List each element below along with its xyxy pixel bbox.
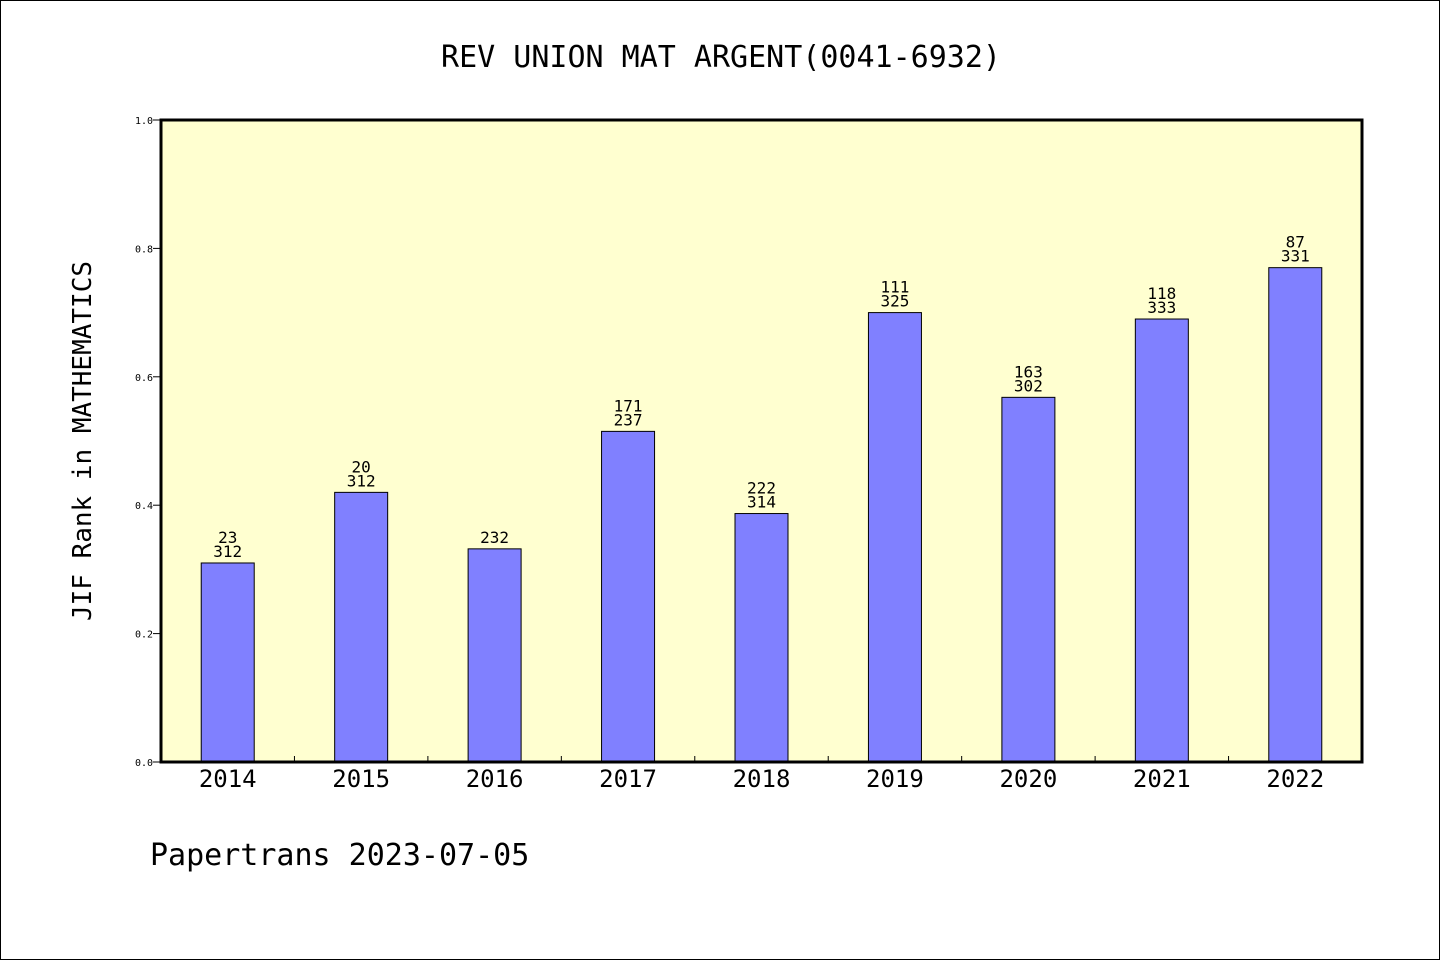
x-tick-label: 2016 xyxy=(466,765,524,793)
y-tick-label: 0.4 xyxy=(135,501,153,512)
y-tick-label: 1.0 xyxy=(135,116,153,127)
bar xyxy=(1134,318,1189,763)
bar-total-label: 312 xyxy=(213,542,242,561)
x-tick-label: 2014 xyxy=(199,765,257,793)
bar-rank-label: 118 xyxy=(1147,284,1176,303)
y-tick-label: 0.8 xyxy=(135,244,153,255)
x-tick-label: 2021 xyxy=(1133,765,1191,793)
bar-total-label: 331 xyxy=(1281,247,1310,266)
y-tick-label: 0.6 xyxy=(135,373,153,384)
x-tick-label: 2018 xyxy=(733,765,791,793)
bar-total-label: 232 xyxy=(480,528,509,547)
footer-credit: Papertrans 2023-07-05 xyxy=(150,838,529,873)
bar-rank-label: 20 xyxy=(352,457,371,476)
bar xyxy=(467,548,522,763)
y-tick-label: 0.0 xyxy=(135,758,153,769)
plot-border xyxy=(159,118,1364,764)
x-tick-label: 2015 xyxy=(332,765,390,793)
bar-rank-label: 87 xyxy=(1286,233,1305,252)
bar-total-label: 312 xyxy=(347,471,376,490)
bar xyxy=(1268,267,1323,763)
bar xyxy=(334,491,389,763)
bars xyxy=(200,267,1323,763)
bar xyxy=(734,513,789,763)
bar-rank-label: 222 xyxy=(747,479,776,498)
x-tick-label: 2019 xyxy=(866,765,924,793)
bar-labels: 3122331220232237171314222325111302163333… xyxy=(213,233,1309,561)
bar-total-label: 314 xyxy=(747,493,776,512)
x-tick-label: 2020 xyxy=(999,765,1057,793)
chart-title: REV UNION MAT ARGENT(0041-6932) xyxy=(441,40,1001,75)
x-tick-label: 2017 xyxy=(599,765,657,793)
bar xyxy=(200,562,255,763)
bar-total-label: 333 xyxy=(1147,298,1176,317)
bar-rank-label: 111 xyxy=(880,278,909,297)
y-axis: 0.0 0.2 0.4 0.6 0.8 1.0 xyxy=(135,116,161,769)
y-axis-label: JIF Rank in MATHEMATICS xyxy=(68,261,98,621)
bar-total-label: 237 xyxy=(614,410,643,429)
x-axis: 2014 2015 2016 2017 2018 2019 2020 2021 2022 xyxy=(199,756,1324,793)
bar-rank-label: 163 xyxy=(1014,362,1043,381)
bar xyxy=(601,430,656,763)
bar xyxy=(867,312,922,763)
bar-rank-label: 23 xyxy=(218,528,237,547)
bar-total-label: 302 xyxy=(1014,376,1043,395)
y-tick-label: 0.2 xyxy=(135,630,153,641)
x-tick-label: 2022 xyxy=(1266,765,1324,793)
bar xyxy=(1001,396,1056,763)
bar-rank-label: 171 xyxy=(614,396,643,415)
bar-total-label: 325 xyxy=(880,292,909,311)
